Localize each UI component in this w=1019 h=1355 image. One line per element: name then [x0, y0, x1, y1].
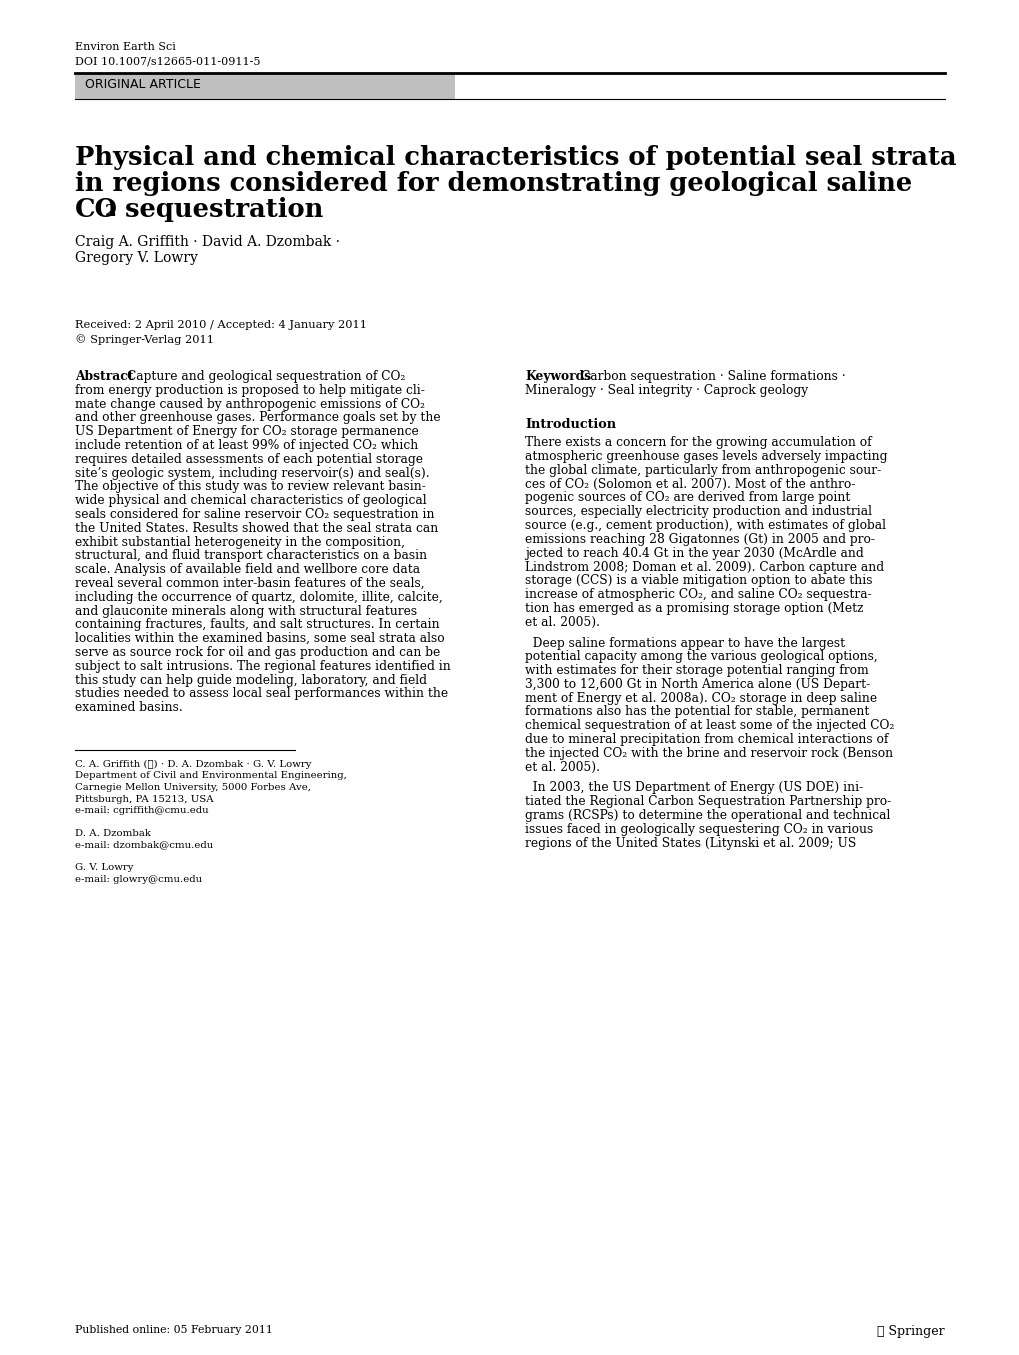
Text: atmospheric greenhouse gases levels adversely impacting: atmospheric greenhouse gases levels adve…: [525, 450, 887, 463]
Text: reveal several common inter-basin features of the seals,: reveal several common inter-basin featur…: [75, 577, 424, 589]
Text: Carnegie Mellon University, 5000 Forbes Ave,: Carnegie Mellon University, 5000 Forbes …: [75, 783, 311, 793]
Text: due to mineral precipitation from chemical interactions of: due to mineral precipitation from chemic…: [525, 733, 888, 747]
Text: Abstract: Abstract: [75, 370, 133, 383]
Text: tiated the Regional Carbon Sequestration Partnership pro-: tiated the Regional Carbon Sequestration…: [525, 795, 891, 809]
Text: wide physical and chemical characteristics of geological: wide physical and chemical characteristi…: [75, 495, 426, 507]
Text: Introduction: Introduction: [525, 419, 615, 431]
Text: Lindstrom 2008; Doman et al. 2009). Carbon capture and: Lindstrom 2008; Doman et al. 2009). Carb…: [525, 561, 883, 573]
Text: the global climate, particularly from anthropogenic sour-: the global climate, particularly from an…: [525, 463, 880, 477]
Text: C. A. Griffith (✉) · D. A. Dzombak · G. V. Lowry: C. A. Griffith (✉) · D. A. Dzombak · G. …: [75, 760, 311, 770]
Text: scale. Analysis of available field and wellbore core data: scale. Analysis of available field and w…: [75, 564, 420, 576]
Text: source (e.g., cement production), with estimates of global: source (e.g., cement production), with e…: [525, 519, 886, 533]
Text: Pittsburgh, PA 15213, USA: Pittsburgh, PA 15213, USA: [75, 794, 213, 804]
Text: Craig A. Griffith · David A. Dzombak ·: Craig A. Griffith · David A. Dzombak ·: [75, 234, 339, 249]
Text: examined basins.: examined basins.: [75, 701, 182, 714]
Text: pogenic sources of CO₂ are derived from large point: pogenic sources of CO₂ are derived from …: [525, 492, 850, 504]
Text: e-mail: cgriffith@cmu.edu: e-mail: cgriffith@cmu.edu: [75, 806, 209, 814]
Text: the injected CO₂ with the brine and reservoir rock (Benson: the injected CO₂ with the brine and rese…: [525, 747, 893, 760]
Text: 3,300 to 12,600 Gt in North America alone (US Depart-: 3,300 to 12,600 Gt in North America alon…: [525, 678, 869, 691]
Text: containing fractures, faults, and salt structures. In certain: containing fractures, faults, and salt s…: [75, 618, 439, 631]
Bar: [75, 73, 454, 99]
Text: ORIGINAL ARTICLE: ORIGINAL ARTICLE: [85, 79, 201, 91]
Text: ment of Energy et al. 2008a). CO₂ storage in deep saline: ment of Energy et al. 2008a). CO₂ storag…: [525, 691, 876, 705]
Text: sources, especially electricity production and industrial: sources, especially electricity producti…: [525, 505, 871, 519]
Text: 2: 2: [105, 203, 116, 220]
Text: requires detailed assessments of each potential storage: requires detailed assessments of each po…: [75, 453, 423, 466]
Text: serve as source rock for oil and gas production and can be: serve as source rock for oil and gas pro…: [75, 646, 440, 659]
Text: mate change caused by anthropogenic emissions of CO₂: mate change caused by anthropogenic emis…: [75, 397, 425, 411]
Text: issues faced in geologically sequestering CO₂ in various: issues faced in geologically sequesterin…: [525, 822, 872, 836]
Text: in regions considered for demonstrating geological saline: in regions considered for demonstrating …: [75, 171, 911, 196]
Text: chemical sequestration of at least some of the injected CO₂: chemical sequestration of at least some …: [525, 720, 894, 732]
Text: site’s geologic system, including reservoir(s) and seal(s).: site’s geologic system, including reserv…: [75, 466, 429, 480]
Text: Carbon sequestration · Saline formations ·: Carbon sequestration · Saline formations…: [581, 370, 845, 383]
Text: CO: CO: [75, 196, 118, 222]
Text: from energy production is proposed to help mitigate cli-: from energy production is proposed to he…: [75, 383, 425, 397]
Text: DOI 10.1007/s12665-011-0911-5: DOI 10.1007/s12665-011-0911-5: [75, 56, 260, 66]
Text: include retention of at least 99% of injected CO₂ which: include retention of at least 99% of inj…: [75, 439, 418, 453]
Text: Capture and geological sequestration of CO₂: Capture and geological sequestration of …: [127, 370, 405, 383]
Text: emissions reaching 28 Gigatonnes (Gt) in 2005 and pro-: emissions reaching 28 Gigatonnes (Gt) in…: [525, 533, 874, 546]
Text: and other greenhouse gases. Performance goals set by the: and other greenhouse gases. Performance …: [75, 412, 440, 424]
Text: Department of Civil and Environmental Engineering,: Department of Civil and Environmental En…: [75, 771, 346, 780]
Text: seals considered for saline reservoir CO₂ sequestration in: seals considered for saline reservoir CO…: [75, 508, 434, 522]
Text: The objective of this study was to review relevant basin-: The objective of this study was to revie…: [75, 481, 426, 493]
Text: localities within the examined basins, some seal strata also: localities within the examined basins, s…: [75, 633, 444, 645]
Text: subject to salt intrusions. The regional features identified in: subject to salt intrusions. The regional…: [75, 660, 450, 673]
Text: Environ Earth Sci: Environ Earth Sci: [75, 42, 175, 51]
Text: ces of CO₂ (Solomon et al. 2007). Most of the anthro-: ces of CO₂ (Solomon et al. 2007). Most o…: [525, 478, 855, 491]
Text: and glauconite minerals along with structural features: and glauconite minerals along with struc…: [75, 604, 417, 618]
Text: the United States. Results showed that the seal strata can: the United States. Results showed that t…: [75, 522, 438, 535]
Text: regions of the United States (Litynski et al. 2009; US: regions of the United States (Litynski e…: [525, 836, 855, 850]
Text: D. A. Dzombak: D. A. Dzombak: [75, 829, 151, 837]
Text: sequestration: sequestration: [116, 196, 323, 222]
Text: including the occurrence of quartz, dolomite, illite, calcite,: including the occurrence of quartz, dolo…: [75, 591, 442, 604]
Text: Mineralogy · Seal integrity · Caprock geology: Mineralogy · Seal integrity · Caprock ge…: [525, 383, 807, 397]
Text: In 2003, the US Department of Energy (US DOE) ini-: In 2003, the US Department of Energy (US…: [525, 782, 862, 794]
Text: Physical and chemical characteristics of potential seal strata: Physical and chemical characteristics of…: [75, 145, 956, 169]
Text: © Springer-Verlag 2011: © Springer-Verlag 2011: [75, 333, 214, 344]
Text: There exists a concern for the growing accumulation of: There exists a concern for the growing a…: [525, 436, 871, 450]
Text: G. V. Lowry: G. V. Lowry: [75, 863, 133, 873]
Text: potential capacity among the various geological options,: potential capacity among the various geo…: [525, 650, 877, 664]
Text: grams (RCSPs) to determine the operational and technical: grams (RCSPs) to determine the operation…: [525, 809, 890, 822]
Text: storage (CCS) is a viable mitigation option to abate this: storage (CCS) is a viable mitigation opt…: [525, 575, 871, 587]
Text: studies needed to assess local seal performances within the: studies needed to assess local seal perf…: [75, 687, 447, 701]
Text: tion has emerged as a promising storage option (Metz: tion has emerged as a promising storage …: [525, 602, 863, 615]
Text: Received: 2 April 2010 / Accepted: 4 January 2011: Received: 2 April 2010 / Accepted: 4 Jan…: [75, 320, 367, 331]
Text: Published online: 05 February 2011: Published online: 05 February 2011: [75, 1325, 273, 1335]
Text: e-mail: glowry@cmu.edu: e-mail: glowry@cmu.edu: [75, 875, 202, 883]
Text: et al. 2005).: et al. 2005).: [525, 615, 599, 629]
Text: this study can help guide modeling, laboratory, and field: this study can help guide modeling, labo…: [75, 673, 427, 687]
Text: e-mail: dzombak@cmu.edu: e-mail: dzombak@cmu.edu: [75, 840, 213, 850]
Text: with estimates for their storage potential ranging from: with estimates for their storage potenti…: [525, 664, 868, 678]
Text: Gregory V. Lowry: Gregory V. Lowry: [75, 251, 198, 266]
Text: US Department of Energy for CO₂ storage permanence: US Department of Energy for CO₂ storage …: [75, 425, 419, 438]
Text: et al. 2005).: et al. 2005).: [525, 760, 599, 774]
Text: Deep saline formations appear to have the largest: Deep saline formations appear to have th…: [525, 637, 845, 649]
Text: ⑂ Springer: ⑂ Springer: [876, 1325, 944, 1337]
Text: increase of atmospheric CO₂, and saline CO₂ sequestra-: increase of atmospheric CO₂, and saline …: [525, 588, 871, 602]
Text: structural, and fluid transport characteristics on a basin: structural, and fluid transport characte…: [75, 549, 427, 562]
Text: jected to reach 40.4 Gt in the year 2030 (McArdle and: jected to reach 40.4 Gt in the year 2030…: [525, 546, 863, 560]
Text: formations also has the potential for stable, permanent: formations also has the potential for st…: [525, 706, 868, 718]
Text: Keywords: Keywords: [525, 370, 591, 383]
Text: exhibit substantial heterogeneity in the composition,: exhibit substantial heterogeneity in the…: [75, 535, 405, 549]
